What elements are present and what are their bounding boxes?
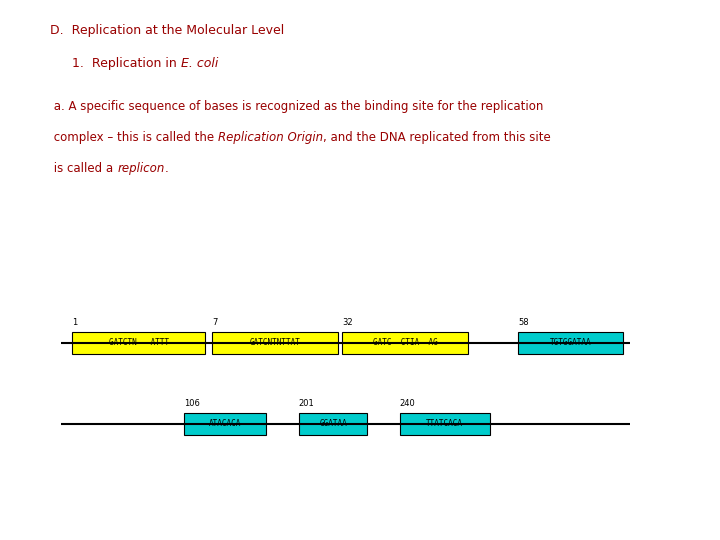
Text: GGATAA: GGATAA bbox=[319, 420, 347, 428]
Text: 201: 201 bbox=[299, 399, 315, 408]
FancyBboxPatch shape bbox=[299, 413, 367, 435]
Text: .: . bbox=[165, 162, 168, 175]
Text: 240: 240 bbox=[400, 399, 415, 408]
Text: complex – this is called the: complex – this is called the bbox=[50, 131, 218, 144]
Text: GATC  CTIA  AG: GATC CTIA AG bbox=[373, 339, 437, 347]
Text: ATACACA: ATACACA bbox=[209, 420, 241, 428]
FancyBboxPatch shape bbox=[72, 332, 205, 354]
Text: is called a: is called a bbox=[50, 162, 117, 175]
Text: 7: 7 bbox=[212, 318, 217, 327]
Text: E. coli: E. coli bbox=[181, 57, 218, 70]
Text: D.  Replication at the Molecular Level: D. Replication at the Molecular Level bbox=[50, 24, 284, 37]
Text: a. A specific sequence of bases is recognized as the binding site for the replic: a. A specific sequence of bases is recog… bbox=[50, 100, 544, 113]
FancyBboxPatch shape bbox=[400, 413, 490, 435]
Text: 106: 106 bbox=[184, 399, 199, 408]
Text: GATCTN   ATTT: GATCTN ATTT bbox=[109, 339, 168, 347]
Text: TTATCACA: TTATCACA bbox=[426, 420, 463, 428]
FancyBboxPatch shape bbox=[518, 332, 623, 354]
Text: replicon: replicon bbox=[117, 162, 165, 175]
Text: GATCNTNTTAT: GATCNTNTTAT bbox=[250, 339, 301, 347]
FancyBboxPatch shape bbox=[184, 413, 266, 435]
Text: TGTGGATAA: TGTGGATAA bbox=[550, 339, 591, 347]
Text: Replication Origin: Replication Origin bbox=[218, 131, 323, 144]
FancyBboxPatch shape bbox=[342, 332, 468, 354]
Text: 32: 32 bbox=[342, 318, 353, 327]
Text: , and the DNA replicated from this site: , and the DNA replicated from this site bbox=[323, 131, 551, 144]
Text: 1: 1 bbox=[72, 318, 77, 327]
Text: 58: 58 bbox=[518, 318, 529, 327]
FancyBboxPatch shape bbox=[212, 332, 338, 354]
Text: 1.  Replication in: 1. Replication in bbox=[72, 57, 181, 70]
